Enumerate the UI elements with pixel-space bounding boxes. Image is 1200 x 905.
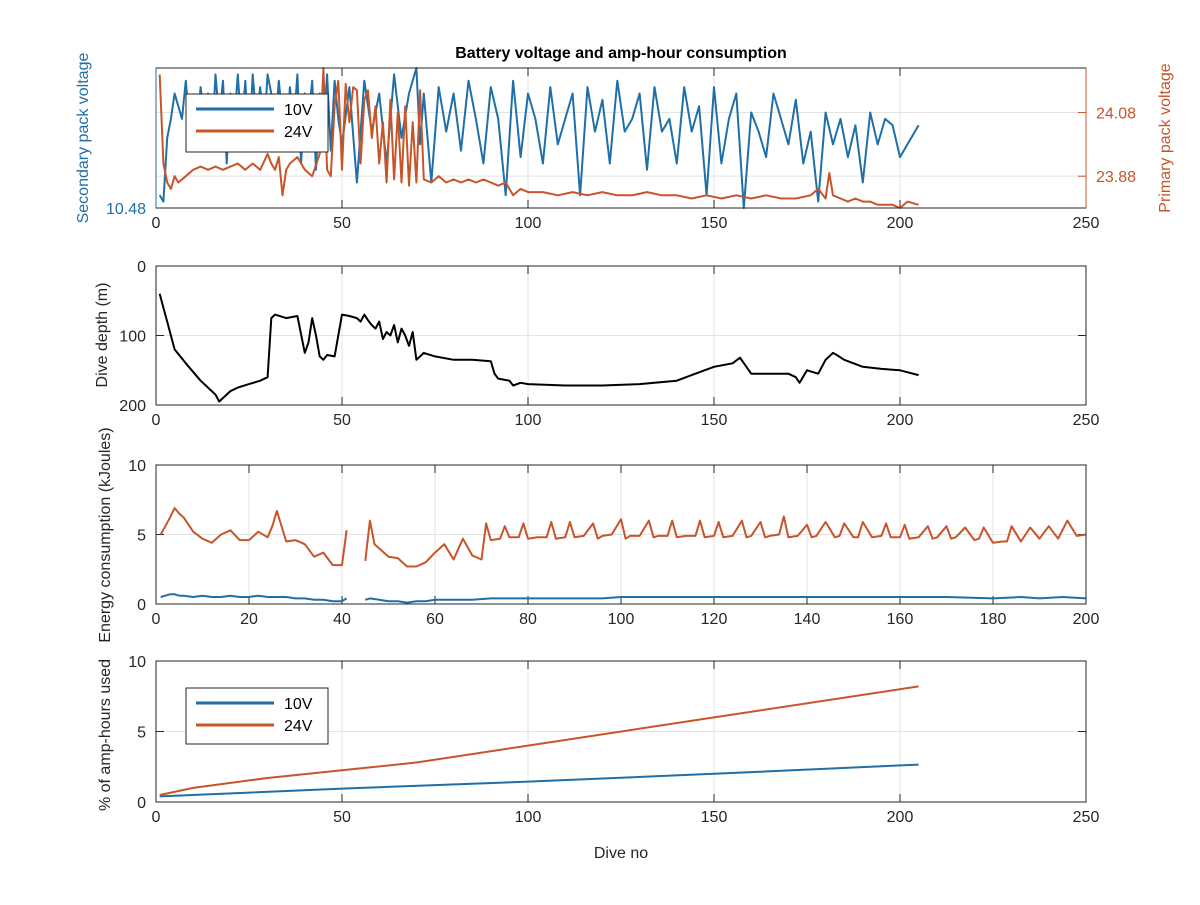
y-tick-label: 5 [137, 528, 146, 545]
x-tick-label: 150 [701, 809, 728, 826]
figure-title: Battery voltage and amp-hour consumption [455, 45, 787, 62]
x-tick-label: 20 [240, 611, 258, 628]
x-tick-label: 100 [608, 611, 635, 628]
y-tick-label: 10.48 [106, 201, 146, 218]
y-tick-label: 10 [128, 458, 146, 475]
y-tick-label: 24.08 [1096, 106, 1136, 123]
x-tick-label: 100 [515, 809, 542, 826]
x-tick-label: 40 [333, 611, 351, 628]
x-tick-label: 200 [887, 809, 914, 826]
x-tick-label: 0 [152, 611, 161, 628]
x-tick-label: 80 [519, 611, 537, 628]
x-tick-label: 150 [701, 215, 728, 232]
series-line-10v-amphours [159, 763, 919, 798]
x-tick-label: 180 [980, 611, 1007, 628]
x-tick-label: 250 [1073, 809, 1100, 826]
x-tick-label: 150 [701, 412, 728, 429]
x-tick-label: 250 [1073, 215, 1100, 232]
legend-label: 24V [284, 718, 313, 735]
plot-border-3 [155, 464, 1087, 605]
x-tick-label: 200 [1073, 611, 1100, 628]
y-tick-label: 0 [137, 795, 146, 812]
x-axis-label: Dive no [594, 845, 648, 862]
y-tick-label: 0 [137, 259, 146, 276]
series-line-24v-amphours [159, 685, 919, 796]
legend-label: 24V [284, 124, 313, 141]
x-tick-label: 0 [152, 215, 161, 232]
series-line-10v-energy-seg-0 [160, 593, 348, 603]
x-tick-label: 160 [887, 611, 914, 628]
x-tick-label: 140 [794, 611, 821, 628]
x-tick-label: 50 [333, 809, 351, 826]
x-tick-label: 50 [333, 215, 351, 232]
y-axis-label-left: Secondary pack voltage [75, 53, 92, 224]
y-tick-label: 200 [119, 398, 146, 415]
series-line-10v-energy-seg-1 [365, 596, 1087, 604]
x-tick-label: 250 [1073, 412, 1100, 429]
legend-box [185, 687, 329, 745]
legend-label: 10V [284, 696, 313, 713]
x-tick-label: 0 [152, 412, 161, 429]
series-line-24v-energy-seg-1 [364, 515, 1087, 568]
x-tick-label: 100 [515, 412, 542, 429]
y-tick-label: 5 [137, 725, 146, 742]
y-tick-label: 23.88 [1096, 169, 1136, 186]
legend-label: 10V [284, 102, 313, 119]
x-tick-label: 200 [887, 412, 914, 429]
y-axis-label: Energy consumption (kJoules) [97, 427, 114, 642]
plot-border-4 [155, 660, 1087, 803]
x-tick-label: 100 [515, 215, 542, 232]
y-axis-label: % of amp-hours used [97, 659, 114, 811]
series-line-24v [158, 67, 919, 209]
y-tick-label: 100 [119, 329, 146, 346]
x-tick-label: 50 [333, 412, 351, 429]
series-line-10v [158, 67, 920, 209]
x-tick-label: 0 [152, 809, 161, 826]
x-tick-label: 60 [426, 611, 444, 628]
plot-border-2 [155, 265, 1087, 406]
y-axis-label: Dive depth (m) [94, 283, 111, 388]
x-tick-label: 120 [701, 611, 728, 628]
x-tick-label: 200 [887, 215, 914, 232]
y-tick-label: 0 [137, 597, 146, 614]
series-line-depth [158, 293, 919, 403]
series-line-24v-energy-seg-0 [159, 507, 348, 567]
y-axis-label-right: Primary pack voltage [1157, 63, 1174, 212]
legend-box [185, 93, 329, 153]
y-tick-label: 10 [128, 654, 146, 671]
